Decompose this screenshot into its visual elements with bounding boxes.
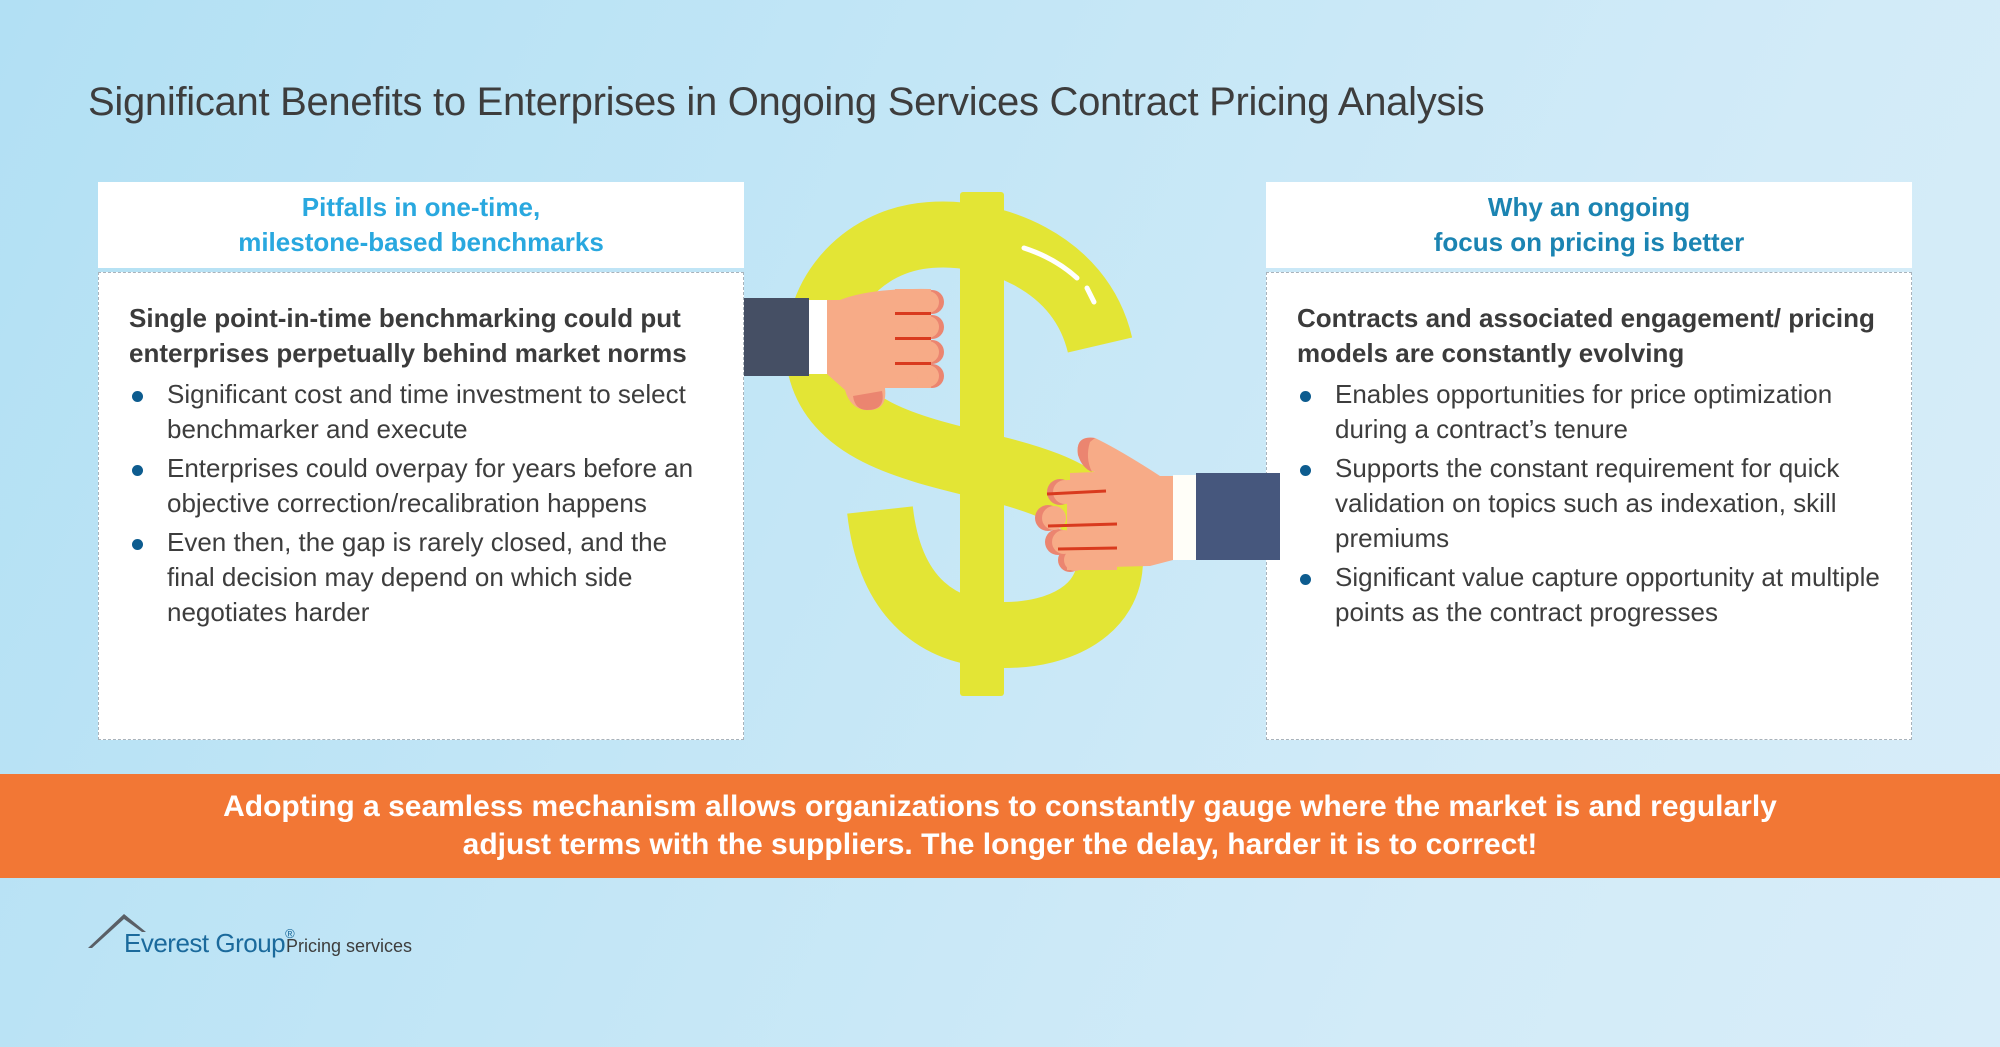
mountain-peak-icon — [88, 914, 146, 948]
left-panel-bullet-list: Significant cost and time investment to … — [129, 377, 715, 630]
left-panel-heading-line1: Pitfalls in one-time, — [301, 192, 541, 222]
right-panel-heading-line1: Why an ongoing — [1487, 192, 1691, 222]
banner-line1: Adopting a seamless mechanism allows org… — [223, 790, 1777, 823]
bullet-dot-icon — [1300, 465, 1311, 476]
left-panel-heading: Pitfalls in one-time, milestone-based be… — [98, 182, 744, 268]
list-item: Even then, the gap is rarely closed, and… — [129, 525, 715, 630]
list-item: Enterprises could overpay for years befo… — [129, 451, 715, 521]
service-label: Pricing services — [286, 936, 413, 956]
key-message-banner: Adopting a seamless mechanism allows org… — [0, 774, 2000, 878]
bullet-dot-icon — [1300, 391, 1311, 402]
bullet-dot-icon — [132, 539, 143, 550]
right-panel-heading-line2: focus on pricing is better — [1433, 227, 1745, 257]
bullet-dot-icon — [132, 391, 143, 402]
bullet-dot-icon — [132, 465, 143, 476]
registered-mark: ® — [285, 926, 295, 941]
left-hand-icon — [744, 288, 944, 411]
right-panel-lead: Contracts and associated engagement/ pri… — [1297, 303, 1875, 368]
list-item: Supports the constant requirement for qu… — [1297, 451, 1883, 556]
everest-group-logo: Everest Group® Pricing services — [86, 908, 506, 968]
list-item: Enables opportunities for price optimiza… — [1297, 377, 1883, 447]
dollar-sign-icon — [744, 192, 1280, 696]
list-item: Significant value capture opportunity at… — [1297, 560, 1883, 630]
left-panel-lead: Single point-in-time benchmarking could … — [129, 303, 687, 368]
page-title: Significant Benefits to Enterprises in O… — [88, 80, 1485, 124]
right-panel-heading: Why an ongoing focus on pricing is bette… — [1266, 182, 1912, 268]
left-panel-heading-line2: milestone-based benchmarks — [238, 227, 604, 257]
banner-line2: adjust terms with the suppliers. The lon… — [462, 828, 1538, 861]
list-item: Significant cost and time investment to … — [129, 377, 715, 447]
bullet-dot-icon — [1300, 574, 1311, 585]
dollar-hands-illustration — [740, 180, 1280, 750]
left-panel-body: Single point-in-time benchmarking could … — [98, 272, 744, 740]
brand-name: Everest Group® — [124, 926, 295, 958]
right-panel-body: Contracts and associated engagement/ pri… — [1266, 272, 1912, 740]
right-hand-icon — [1035, 437, 1280, 572]
right-panel-bullet-list: Enables opportunities for price optimiza… — [1297, 377, 1883, 630]
